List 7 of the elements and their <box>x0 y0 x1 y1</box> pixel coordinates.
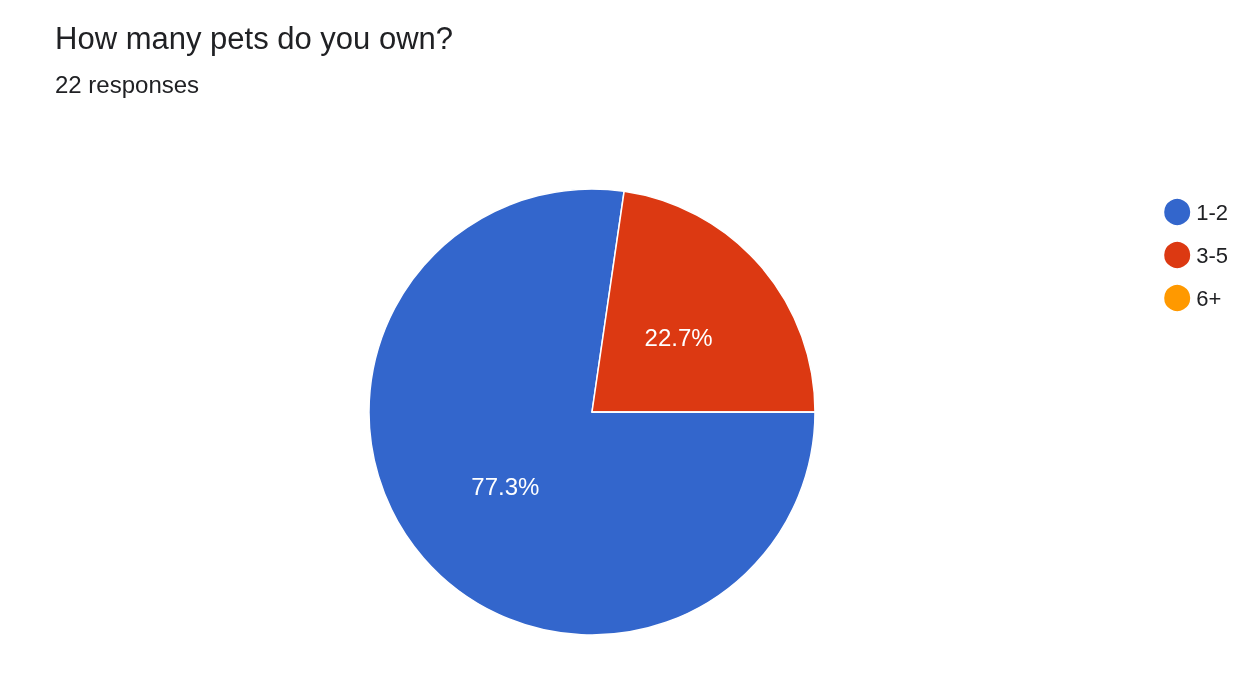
text: 22 responses <box>55 70 200 98</box>
legend-label: 1-2 <box>1196 199 1228 225</box>
data-label: 77.3% <box>471 473 540 501</box>
chart-title: How many pets do you own? <box>55 21 454 56</box>
legend-label: 3-5 <box>1196 242 1228 268</box>
data-label: 22.7% <box>644 323 713 351</box>
legend-label: 6+ <box>1196 285 1222 311</box>
